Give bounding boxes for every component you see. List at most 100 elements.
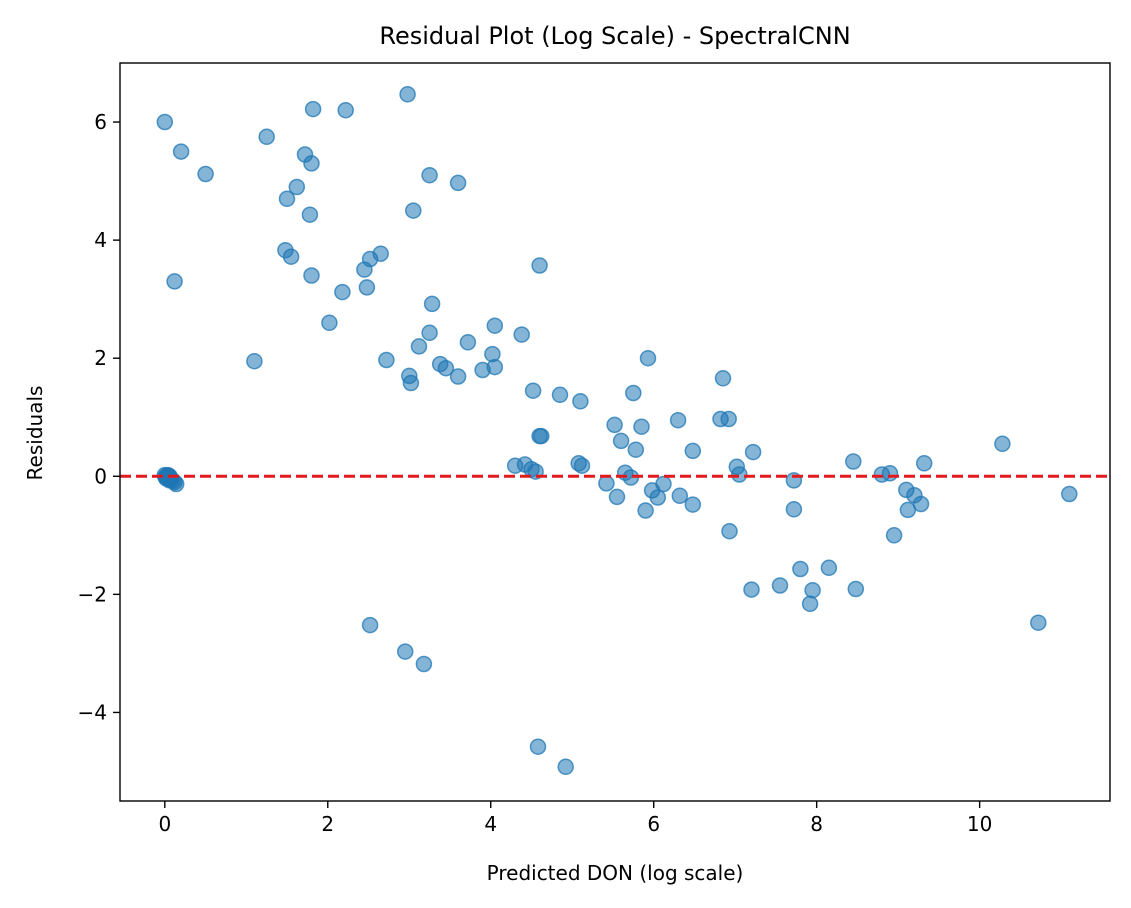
y-axis-label: Residuals xyxy=(23,386,47,481)
scatter-point-55 xyxy=(608,488,626,506)
scatter-point-86 xyxy=(845,453,862,470)
scatter-point-72 xyxy=(714,370,732,387)
scatter-point-66 xyxy=(655,475,672,493)
scatter-point-0 xyxy=(156,113,174,131)
scatter-point-59 xyxy=(625,384,642,402)
scatter-point-40 xyxy=(513,326,530,343)
scatter-point-17 xyxy=(321,314,338,332)
scatter-point-103 xyxy=(557,758,574,776)
scatter-point-54 xyxy=(606,416,623,434)
x-tick-label-4: 8 xyxy=(810,812,823,836)
scatter-point-95 xyxy=(915,455,933,472)
scatter-point-87 xyxy=(847,580,865,598)
scatter-point-52 xyxy=(573,457,591,474)
scatter-point-31 xyxy=(402,374,420,392)
scatter-point-53 xyxy=(598,475,615,492)
scatter-point-100 xyxy=(396,643,414,660)
scatter-point-46 xyxy=(531,427,548,445)
scatter-point-39 xyxy=(486,317,504,334)
scatter-point-83 xyxy=(801,595,819,613)
scatter-point-77 xyxy=(744,443,762,461)
scatter-point-22 xyxy=(378,351,395,369)
x-tick-label-1: 2 xyxy=(321,812,334,836)
scatter-point-1 xyxy=(172,143,190,160)
y-tick-label-1: −2 xyxy=(78,582,107,606)
scatter-point-98 xyxy=(1061,485,1078,503)
scatter-point-24 xyxy=(405,202,422,219)
scatter-point-26 xyxy=(449,174,467,192)
scatter-point-74 xyxy=(721,522,738,540)
scatter-point-5 xyxy=(258,128,275,146)
scatter-point-34 xyxy=(449,368,467,385)
scatter-point-56 xyxy=(612,432,630,450)
scatter-point-21 xyxy=(372,245,389,262)
x-axis-label: Predicted DON (log scale) xyxy=(487,861,744,885)
scatter-point-76 xyxy=(731,466,748,483)
x-tick-label-2: 4 xyxy=(484,812,497,836)
scatter-point-12 xyxy=(301,206,319,223)
x-tick-label-5: 10 xyxy=(967,812,992,836)
scatter-point-85 xyxy=(820,559,838,577)
scatter-point-35 xyxy=(459,334,477,351)
scatter-point-89 xyxy=(881,465,899,482)
scatter-point-65 xyxy=(649,489,667,506)
chart-title: Residual Plot (Log Scale) - SpectralCNN xyxy=(379,22,850,50)
scatter-point-16 xyxy=(334,283,351,301)
scatter-point-43 xyxy=(551,386,569,404)
scatter-point-94 xyxy=(912,495,930,513)
scatter-point-44 xyxy=(572,393,589,410)
scatter-point-27 xyxy=(423,295,441,313)
scatter-point-81 xyxy=(785,501,803,518)
scatter-point-38 xyxy=(486,358,504,376)
scatter-point-97 xyxy=(1030,614,1047,631)
scatter-point-68 xyxy=(671,487,689,505)
scatter-point-67 xyxy=(669,411,687,429)
scatter-point-19 xyxy=(358,279,376,296)
scatter-point-9 xyxy=(337,101,354,119)
scatter-point-90 xyxy=(885,527,903,544)
scatter-point-15 xyxy=(303,267,320,284)
y-tick-label-5: 6 xyxy=(94,110,107,134)
scatter-point-101 xyxy=(415,655,433,673)
scatter-point-84 xyxy=(804,581,821,599)
y-tick-label-4: 4 xyxy=(94,228,107,252)
scatter-point-23 xyxy=(399,86,416,103)
scatter-points xyxy=(156,86,1078,776)
plot-frame xyxy=(119,62,1111,802)
scatter-point-99 xyxy=(361,616,379,634)
scatter-point-4 xyxy=(246,352,263,370)
scatter-point-3 xyxy=(166,273,183,290)
x-axis-ticks: 0 2 4 6 8 10 xyxy=(158,801,992,836)
x-tick-label-3: 6 xyxy=(647,812,660,836)
scatter-point-11 xyxy=(278,190,296,208)
scatter-point-25 xyxy=(421,166,438,184)
scatter-point-96 xyxy=(994,435,1011,453)
scatter-point-63 xyxy=(639,349,657,367)
scatter-point-2 xyxy=(197,165,214,183)
y-tick-label-0: −4 xyxy=(78,700,107,724)
scatter-point-14 xyxy=(282,248,300,265)
scatter-point-61 xyxy=(633,418,650,435)
scatter-point-33 xyxy=(437,359,455,377)
scatter-point-78 xyxy=(743,581,760,598)
scatter-point-102 xyxy=(529,738,547,755)
scatter-point-79 xyxy=(771,577,789,594)
y-axis-ticks: −4 −2 0 2 4 6 xyxy=(78,110,120,724)
scatter-point-8 xyxy=(304,100,322,118)
scatter-point-28 xyxy=(421,324,438,342)
scatter-point-62 xyxy=(637,502,654,519)
scatter-point-7 xyxy=(303,155,320,172)
scatter-point-10 xyxy=(288,178,306,196)
scatter-point-41 xyxy=(531,257,548,274)
scatter-point-42 xyxy=(524,382,542,399)
y-tick-label-3: 2 xyxy=(94,346,107,370)
scatter-point-60 xyxy=(627,441,645,458)
y-tick-label-2: 0 xyxy=(94,464,107,488)
scatter-point-29 xyxy=(410,338,428,355)
scatter-point-69 xyxy=(684,442,702,460)
scatter-point-70 xyxy=(684,496,702,513)
scatter-point-82 xyxy=(792,560,809,578)
x-tick-label-0: 0 xyxy=(158,812,171,836)
